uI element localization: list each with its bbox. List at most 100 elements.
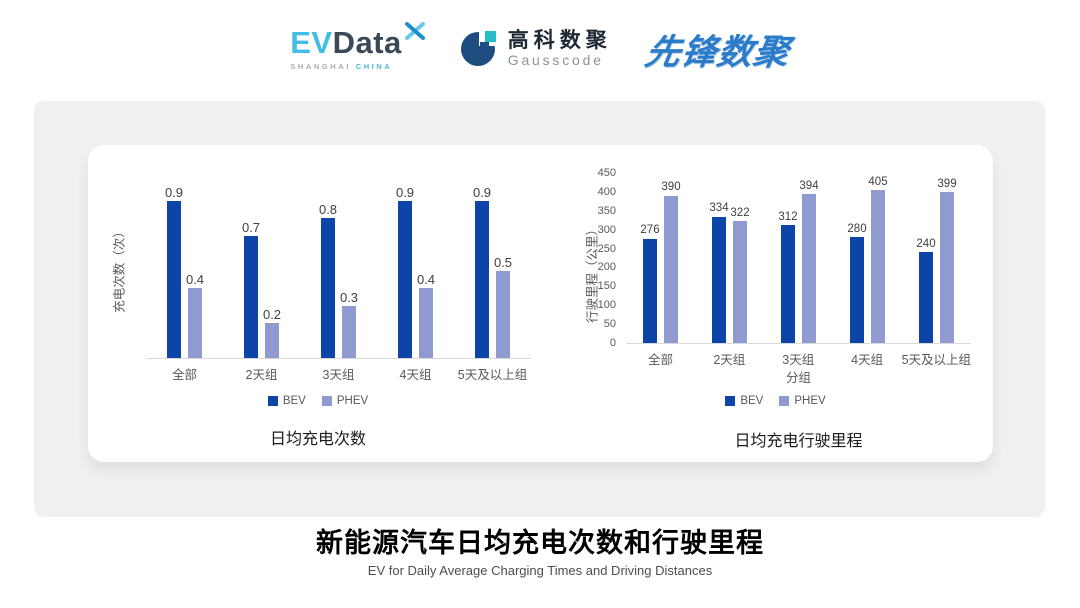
bar-group: 280 405	[847, 175, 888, 343]
legend-item-phev: PHEV	[779, 395, 826, 407]
bar-bev	[919, 252, 933, 343]
bar-value-label: 0.9	[164, 184, 184, 200]
x-category-label: 4天组	[399, 368, 432, 382]
x-category-label: 3天组	[322, 368, 355, 382]
bar-phev	[265, 323, 279, 358]
bar-column-bev: 312	[778, 210, 798, 343]
bar-column-phev: 0.2	[262, 307, 282, 358]
bar-value-label: 334	[709, 202, 729, 215]
bar-value-label: 0.7	[241, 219, 261, 235]
gausscode-cn-text: 高科数聚	[507, 29, 612, 53]
bar-value-label: 240	[916, 237, 936, 250]
pioneer-data-logo: 先锋数聚	[641, 32, 793, 72]
bar-phev	[802, 194, 816, 343]
bar-value-label: 390	[661, 181, 681, 194]
bar-value-label: 394	[799, 179, 819, 192]
x-categories: 全部 2天组 3天组 4天组 5天及以上组	[626, 349, 971, 368]
y-tick-label: 450	[597, 167, 616, 179]
evdata-shanghai-text: SHANGHAI	[290, 62, 352, 71]
legend-label: BEV	[740, 395, 764, 407]
x-categories: 全部 2天组 3天组 4天组 5天及以上组	[146, 364, 531, 383]
evdata-subtitle: SHANGHAI CHINA	[290, 62, 392, 71]
x-category-label: 2天组	[713, 353, 746, 367]
caption: 新能源汽车日均充电次数和行驶里程 EV for Daily Average Ch…	[0, 526, 1080, 578]
x-category-label: 4天组	[851, 353, 884, 367]
bar-value-label: 0.3	[339, 289, 359, 305]
bar-group: 276 390	[640, 181, 681, 343]
bar-bev	[398, 200, 412, 358]
bar-column-phev: 0.4	[185, 272, 205, 358]
bar-group: 0.9 0.5	[472, 184, 512, 358]
bar-bev	[712, 216, 726, 343]
bar-phev	[342, 305, 356, 358]
bar-phev	[940, 192, 954, 343]
bar-column-bev: 240	[916, 237, 936, 343]
y-tick-label: 50	[603, 318, 616, 331]
x-category-label: 5天及以上组	[901, 353, 972, 367]
legend-swatch	[267, 396, 278, 406]
legend-swatch	[779, 396, 790, 406]
bar-column-bev: 276	[640, 224, 660, 343]
evdata-logo: EV Data SHANGHAI CHINA	[290, 22, 426, 71]
legend-swatch	[321, 396, 332, 406]
y-tick-label: 350	[597, 204, 616, 217]
legend-label: PHEV	[794, 395, 826, 407]
y-tick-label: 250	[597, 242, 616, 255]
legend: BEV PHEV	[88, 395, 548, 407]
bar-phev	[188, 288, 202, 358]
page-subtitle: EV for Daily Average Charging Times and …	[367, 563, 713, 578]
bar-group: 240 399	[916, 177, 957, 343]
y-tick-label: 200	[597, 261, 616, 274]
bar-bev	[321, 218, 335, 358]
bar-column-phev: 0.3	[339, 289, 359, 358]
evdata-china-text: CHINA	[355, 62, 393, 71]
bar-column-bev: 280	[847, 223, 867, 343]
gausscode-bar-shape	[479, 41, 489, 49]
bar-group: 0.8 0.3	[318, 202, 359, 358]
bar-group: 0.9 0.4	[164, 184, 205, 358]
y-tick-label: 150	[597, 280, 616, 293]
bar-bev	[850, 237, 864, 343]
legend-item-bev: BEV	[267, 395, 306, 407]
bar-group: 0.7 0.2	[241, 219, 282, 358]
legend-item-phev: PHEV	[321, 395, 368, 407]
chart-title: 日均充电行驶里程	[734, 433, 863, 450]
gausscode-g-icon	[460, 29, 498, 68]
bar-column-phev: 394	[799, 179, 819, 343]
bar-group: 334 322	[709, 202, 750, 343]
bar-bev	[643, 238, 657, 343]
bar-value-label: 0.4	[416, 272, 436, 287]
bar-column-phev: 390	[661, 181, 681, 343]
content-panel: 充电次数（次） 0.9 0.4 0.7 0.2 0.8 0.3 0.9 0.4 0.9 0.5 全部 2…	[34, 101, 1045, 517]
bar-phev	[496, 270, 510, 358]
bar-value-label: 0.4	[185, 272, 205, 287]
bar-bev	[244, 235, 258, 358]
bar-value-label: 0.9	[395, 184, 415, 200]
gausscode-teal-square	[484, 30, 496, 42]
logo-header: EV Data SHANGHAI CHINA 高科数聚 Gausscode 先锋	[0, 14, 1080, 84]
bar-column-bev: 0.9	[164, 184, 184, 358]
legend-label: BEV	[282, 395, 306, 407]
bar-value-label: 276	[640, 224, 660, 237]
bar-value-label: 399	[937, 177, 957, 190]
x-category-label: 2天组	[245, 368, 278, 382]
y-axis-label: 充电次数（次）	[112, 225, 127, 313]
bar-group: 312 394	[778, 179, 819, 343]
bar-value-label: 0.2	[262, 307, 282, 322]
bar-column-bev: 0.9	[395, 184, 415, 358]
bar-phev	[419, 288, 433, 358]
y-tick-label: 300	[597, 223, 616, 236]
bar-column-phev: 322	[730, 207, 750, 343]
legend-item-bev: BEV	[725, 395, 763, 407]
bar-value-label: 312	[778, 210, 798, 223]
evdata-wordmark: EV Data	[290, 22, 426, 58]
bar-column-bev: 0.7	[241, 219, 261, 358]
chart-title: 日均充电次数	[269, 431, 366, 448]
gausscode-wordmark: 高科数聚 Gausscode	[508, 29, 612, 68]
bar-value-label: 405	[868, 175, 888, 188]
plot-area: 0.9 0.4 0.7 0.2 0.8 0.3 0.9 0.4 0.9 0.5	[146, 183, 531, 359]
plot-area: 276 390 334 322 312 394 280 405 240 399	[626, 173, 971, 344]
bar-value-label: 0.9	[472, 184, 492, 200]
bar-value-label: 0.8	[318, 202, 338, 217]
chart-daily-driving-distance: 行驶里程（公里） 0 50 100 150 200 250 300 350 400 450 276 39…	[558, 145, 993, 462]
